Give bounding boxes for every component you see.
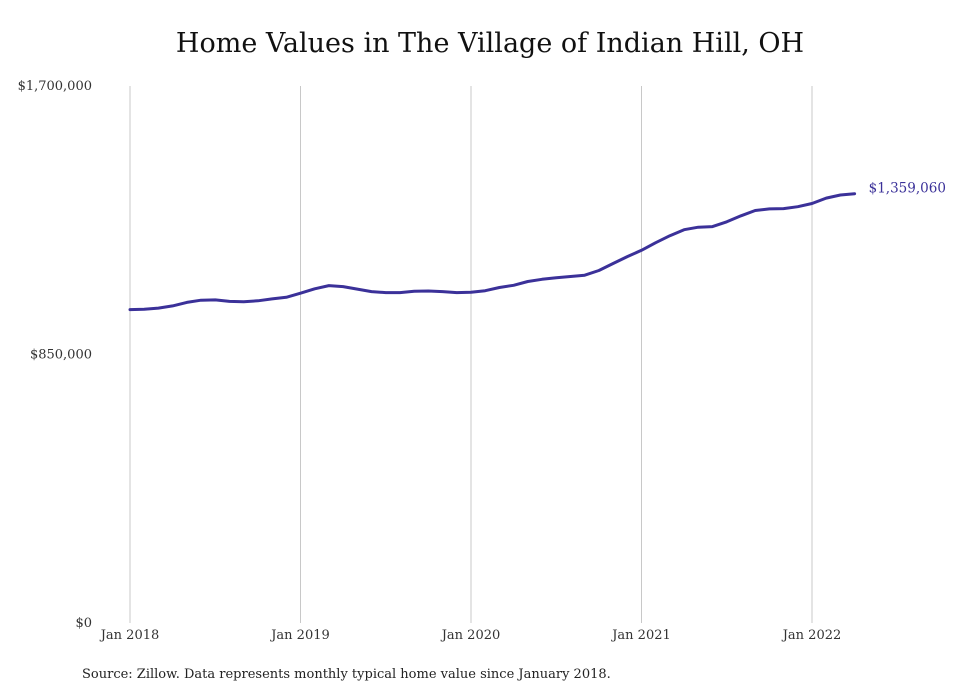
y-tick-label: $1,700,000 xyxy=(18,79,92,94)
x-tick-label: Jan 2020 xyxy=(440,628,501,643)
end-value-label: $1,359,060 xyxy=(869,181,946,197)
gridlines xyxy=(129,86,813,623)
x-tick-label: Jan 2022 xyxy=(781,628,842,643)
y-tick-label: $0 xyxy=(75,616,92,631)
source-note: Source: Zillow. Data represents monthly … xyxy=(82,667,611,682)
x-tick-label: Jan 2019 xyxy=(269,628,330,643)
x-tick-label: Jan 2018 xyxy=(99,628,160,643)
x-tick-label: Jan 2021 xyxy=(610,628,671,643)
y-tick-label: $850,000 xyxy=(30,348,92,363)
line-chart: Jan 2018 Jan 2019 Jan 2020 Jan 2021 Jan 2022… xyxy=(18,79,946,643)
y-axis-ticks: $0 $850,000 $1,700,000 xyxy=(18,79,92,631)
chart-title: Home Values in The Village of Indian Hil… xyxy=(175,28,805,59)
x-axis-ticks: Jan 2018 Jan 2019 Jan 2020 Jan 2021 Jan 2022 xyxy=(99,628,842,643)
series-line xyxy=(128,192,857,312)
